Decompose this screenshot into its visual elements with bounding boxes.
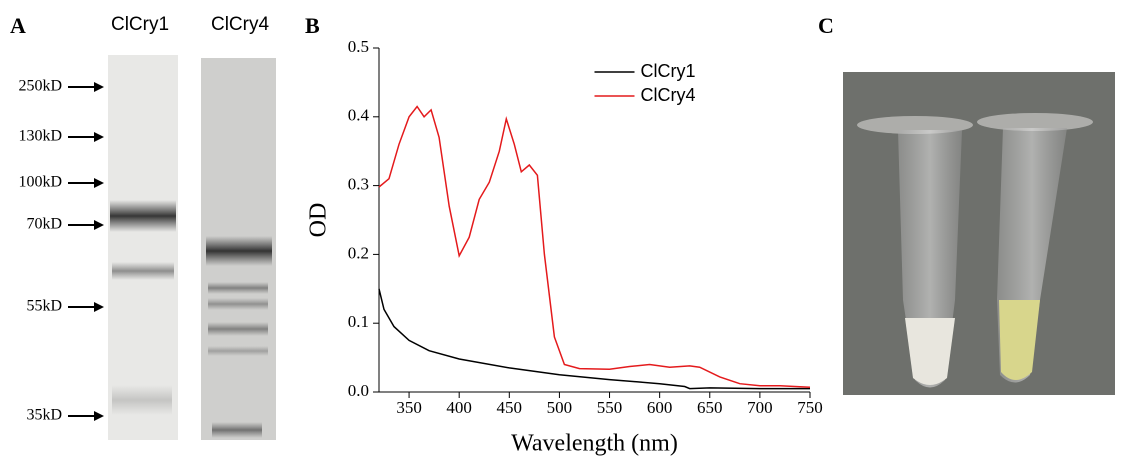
gel-bands (110, 200, 272, 438)
x-tick-label: 450 (497, 398, 523, 417)
y-axis-label: OD (306, 203, 332, 238)
x-tick-label: 750 (797, 398, 823, 417)
panel-label: A (10, 13, 26, 38)
marker-label: 55kD (26, 298, 62, 315)
marker-label: 100kD (18, 174, 62, 191)
marker-label: 250kD (18, 78, 62, 95)
marker-arrowhead (94, 302, 104, 312)
marker-arrowhead (94, 411, 104, 421)
legend-label: ClCry1 (641, 61, 696, 81)
marker-arrowhead (94, 82, 104, 92)
x-tick-label: 550 (597, 398, 623, 417)
y-tick-label: 0.3 (348, 175, 369, 194)
legend-label: ClCry4 (641, 85, 696, 105)
x-tick-label: 600 (647, 398, 673, 417)
series-line (378, 105, 811, 388)
marker-arrowhead (94, 178, 104, 188)
y-tick-label: 0.1 (348, 312, 369, 331)
x-tick-label: 700 (747, 398, 773, 417)
x-tick-label: 500 (547, 398, 573, 417)
y-tick-label: 0.0 (348, 381, 369, 400)
x-axis-label: Wavelength (nm) (511, 431, 678, 457)
y-tick-label: 0.2 (348, 243, 369, 262)
tubes (857, 113, 1093, 388)
panel-label: C (818, 13, 834, 38)
panel-label: B (305, 13, 320, 38)
lane-label: ClCry1 (111, 14, 169, 35)
marker-label: 35kD (26, 407, 62, 424)
y-tick-label: 0.4 (348, 106, 370, 125)
x-tick-label: 350 (396, 398, 422, 417)
marker-label: 70kD (26, 216, 62, 233)
gel-lane (108, 55, 178, 440)
lane-label: ClCry4 (211, 14, 269, 35)
markers: 250kD 130kD 100kD 70kD 55kD 35kD (18, 78, 104, 424)
x-tick-label: 650 (697, 398, 723, 417)
x-tick-label: 400 (446, 398, 472, 417)
marker-label: 130kD (18, 128, 62, 145)
series-line (378, 288, 810, 390)
marker-arrowhead (94, 220, 104, 230)
y-tick-label: 0.5 (348, 37, 369, 56)
marker-arrowhead (94, 132, 104, 142)
